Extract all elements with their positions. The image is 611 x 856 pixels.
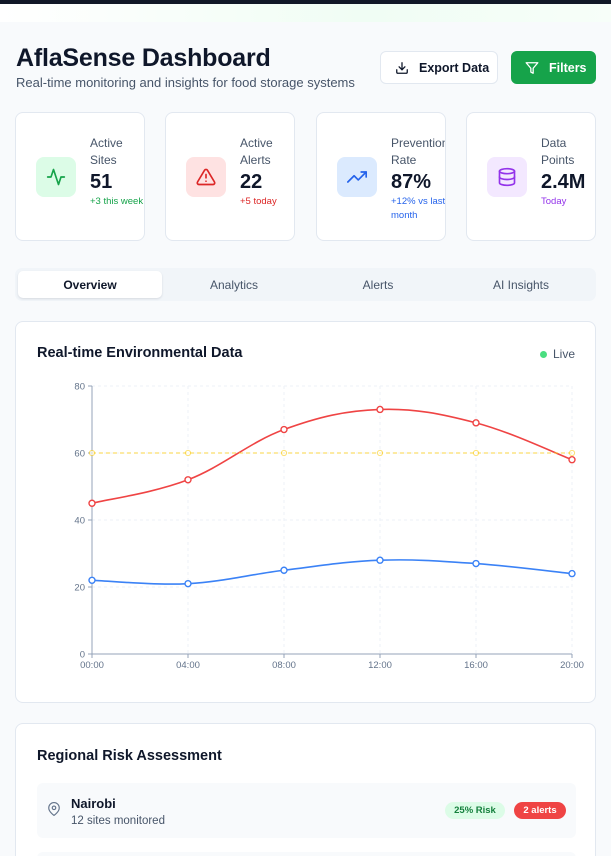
stat-label: Data Points (541, 136, 575, 167)
tab-ai-insights[interactable]: AI Insights (492, 277, 550, 292)
x-tick-label: 16:00 (464, 660, 488, 671)
environmental-line-chart: 0 20 40 60 80 00:00 04:00 08:00 12:00 16:00 20:00 (74, 382, 584, 672)
top-bar (0, 0, 611, 4)
export-data-label: Export Data (419, 60, 490, 75)
stat-card-active-sites: Active Sites 51 +3 this week (15, 112, 145, 241)
map-pin-icon (48, 802, 60, 816)
stat-card-data-points: Data Points 2.4M Today (466, 112, 596, 241)
series-point-0 (472, 419, 480, 427)
page-title: AflaSense Dashboard (16, 44, 271, 72)
series-point-1 (472, 559, 480, 568)
x-tick-label: 08:00 (272, 660, 296, 671)
y-tick-label: 80 (74, 382, 85, 393)
x-tick-label: 04:00 (176, 660, 200, 671)
x-tick-label: 20:00 (560, 660, 584, 671)
filters-button[interactable]: Filters (511, 51, 596, 84)
stat-change: +3 this week (90, 196, 144, 207)
stat-value: 22 (240, 171, 263, 193)
stat-icon-box (487, 157, 527, 197)
y-tick-label: 20 (74, 583, 85, 594)
page-header: AflaSense Dashboard Real-time monitoring… (16, 44, 596, 94)
region-row[interactable] (37, 852, 576, 856)
series-line-1 (91, 559, 573, 585)
live-dot-icon (539, 350, 547, 358)
stat-icon-box (36, 157, 76, 197)
series-point-2 (184, 449, 192, 457)
stat-label: Prevention Rate (391, 136, 446, 167)
activity-icon (46, 168, 66, 186)
alerts-badge: 2 alerts (514, 802, 566, 819)
stat-label: Active Alerts (240, 136, 273, 167)
live-label: Live (552, 347, 575, 361)
series-line-0 (91, 408, 573, 505)
chart-card-title: Real-time Environmental Data (37, 345, 243, 361)
risk-card-title: Regional Risk Assessment (37, 748, 222, 764)
regional-risk-card: Regional Risk Assessment Nairobi 12 site… (15, 723, 596, 856)
tab-alerts[interactable]: Alerts (362, 277, 394, 292)
filter-icon (525, 61, 539, 74)
y-tick-label: 60 (74, 449, 85, 460)
filters-label: Filters (549, 60, 587, 75)
tab-bar: Overview Analytics Alerts AI Insights (15, 268, 596, 301)
series-point-2 (568, 449, 576, 457)
stat-value: 51 (90, 171, 113, 193)
risk-badge: 25% Risk (445, 802, 505, 819)
tab-analytics[interactable]: Analytics (209, 277, 259, 292)
series-point-2 (472, 449, 480, 457)
top-banner (0, 4, 611, 22)
stat-card-prevention-rate: Prevention Rate 87% +12% vs last month (316, 112, 446, 241)
alert-triangle-icon (196, 168, 216, 186)
stat-icon-box (186, 157, 226, 197)
series-point-1 (376, 556, 384, 564)
page-subtitle: Real-time monitoring and insights for fo… (16, 75, 355, 90)
environmental-data-card: Real-time Environmental Data Live 0 20 40 6… (15, 321, 596, 703)
region-name: Nairobi (71, 796, 116, 811)
series-point-0 (280, 425, 288, 434)
stat-value: 2.4M (541, 171, 586, 193)
stat-card-active-alerts: Active Alerts 22 +5 today (165, 112, 295, 241)
x-tick-label: 00:00 (80, 660, 104, 671)
series-point-1 (184, 579, 192, 588)
series-point-2 (88, 449, 96, 457)
series-point-1 (280, 566, 288, 574)
region-row[interactable]: Nairobi 12 sites monitored 25% Risk 2 al… (37, 783, 576, 838)
series-point-1 (568, 569, 576, 578)
export-data-button[interactable]: Export Data (380, 51, 498, 84)
tab-overview[interactable]: Overview (18, 271, 162, 298)
region-sites: 12 sites monitored (71, 815, 165, 827)
series-point-1 (88, 576, 96, 584)
stat-label: Active Sites (90, 136, 123, 167)
trending-up-icon (347, 171, 367, 183)
stat-change: +5 today (240, 196, 277, 207)
y-tick-label: 40 (74, 516, 85, 527)
download-icon (396, 61, 408, 74)
series-point-2 (376, 449, 384, 457)
stat-icon-box (337, 157, 377, 197)
stat-value: 87% (391, 171, 432, 193)
x-tick-label: 12:00 (368, 660, 392, 671)
series-point-2 (280, 449, 288, 457)
series-point-0 (88, 499, 96, 507)
live-indicator: Live (539, 347, 575, 361)
series-point-0 (184, 476, 192, 484)
database-icon (498, 167, 516, 187)
series-point-0 (376, 405, 384, 414)
series-point-0 (568, 455, 576, 464)
y-tick-label: 0 (80, 650, 85, 661)
stat-change: Today (541, 196, 567, 207)
stat-change: +12% vs last month (391, 196, 446, 221)
